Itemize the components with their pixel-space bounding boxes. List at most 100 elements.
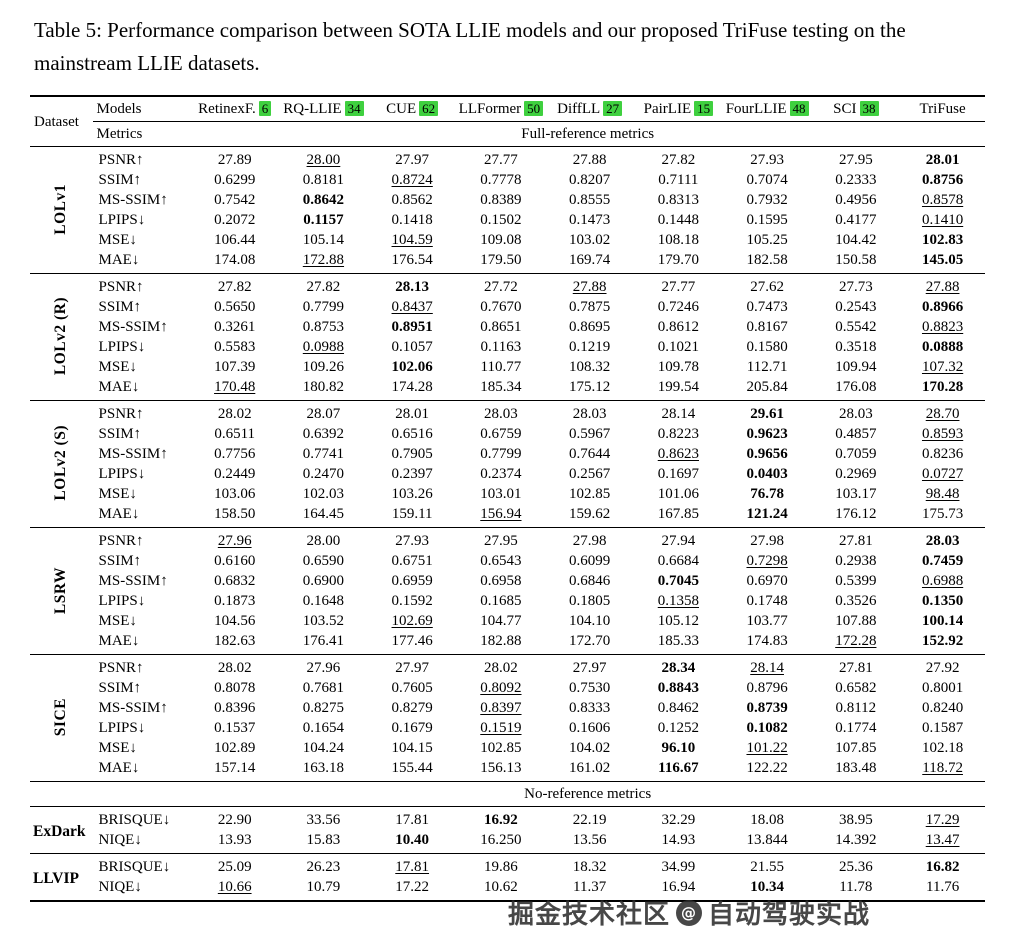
metric-value-cell: 0.7542 xyxy=(214,192,256,209)
metric-value-cell: 16.250 xyxy=(480,832,522,849)
metric-value-cell: 183.48 xyxy=(835,760,877,777)
metric-value-cell: 104.59 xyxy=(391,232,433,249)
metric-value-cell: 0.6988 xyxy=(921,573,964,590)
metric-value-cell: 179.70 xyxy=(657,252,699,269)
metric-value-cell: 0.8724 xyxy=(391,172,433,189)
metric-value-cell: 0.2470 xyxy=(302,466,345,483)
table-row: MS-SSIM↑ 0.7756 0.7741 0.7905 0.7799 0.7644 0.… xyxy=(30,444,985,464)
metric-value-cell: 0.1473 xyxy=(569,212,611,229)
models-row-header: Models xyxy=(92,96,191,123)
metric-value-cell: 0.1580 xyxy=(746,339,788,356)
metric-value-cell: 0.7530 xyxy=(569,680,611,697)
metric-value-cell: 103.01 xyxy=(480,486,522,503)
metric-value-cell: 0.0727 xyxy=(921,466,964,483)
metric-value-cell: 33.56 xyxy=(306,812,341,829)
metric-value-cell: 0.1163 xyxy=(480,339,522,356)
citation-badge[interactable]: 48 xyxy=(789,101,809,117)
model-name: CUE xyxy=(386,101,417,118)
metric-value-cell: 0.6582 xyxy=(835,680,877,697)
metric-value-cell: 0.7644 xyxy=(569,446,611,463)
metric-value-cell: 27.72 xyxy=(484,279,518,296)
metric-value-cell: 16.92 xyxy=(484,812,518,829)
metric-value-cell: 103.06 xyxy=(214,486,256,503)
metric-label: MAE↓ xyxy=(98,506,140,523)
citation-badge[interactable]: 6 xyxy=(258,101,272,117)
metric-value-cell: 0.7473 xyxy=(746,299,788,316)
metric-value-cell: 0.1587 xyxy=(921,720,964,737)
metric-value-cell: 107.85 xyxy=(835,740,877,757)
metric-value-cell: 108.18 xyxy=(657,232,699,249)
metric-label: MSE↓ xyxy=(98,486,137,503)
metric-value-cell: 28.03 xyxy=(572,406,607,423)
metric-value-cell: 104.56 xyxy=(214,613,256,630)
metric-label: PSNR↑ xyxy=(98,660,144,677)
metric-value-cell: 0.1410 xyxy=(921,212,964,229)
citation-badge[interactable]: 15 xyxy=(694,101,714,117)
metric-value-cell: 161.02 xyxy=(569,760,611,777)
table-row: MAE↓ 158.50 164.45 159.11 156.94 159.62 167.85… xyxy=(30,504,985,528)
metric-value-cell: 28.00 xyxy=(306,533,341,550)
citation-badge[interactable]: 50 xyxy=(524,101,544,117)
metric-value-cell: 106.44 xyxy=(214,232,256,249)
metric-value-cell: 0.7045 xyxy=(657,573,699,590)
metric-value-cell: 0.8207 xyxy=(569,172,611,189)
metric-value-cell: 0.6751 xyxy=(391,553,433,570)
metric-value-cell: 104.15 xyxy=(391,740,433,757)
metric-value-cell: 0.4956 xyxy=(835,192,877,209)
metric-value-cell: 163.18 xyxy=(302,760,345,777)
metric-value-cell: 17.29 xyxy=(925,812,960,829)
metric-value-cell: 27.98 xyxy=(572,533,607,550)
dataset-label: ExDark xyxy=(33,822,86,840)
metric-label: LPIPS↓ xyxy=(98,466,146,483)
metric-value-cell: 0.1021 xyxy=(657,339,699,356)
metric-label: SSIM↑ xyxy=(98,299,142,316)
metric-value-cell: 11.37 xyxy=(573,879,607,896)
table-row: MAE↓ 182.63 176.41 177.46 182.88 172.70 185.33… xyxy=(30,631,985,655)
metric-value-cell: 0.8593 xyxy=(921,426,964,443)
table-row: MSE↓ 103.06 102.03 103.26 103.01 102.85 101.06… xyxy=(30,484,985,504)
metric-value-cell: 0.2969 xyxy=(835,466,877,483)
metric-value-cell: 205.84 xyxy=(746,379,788,396)
metric-value-cell: 27.88 xyxy=(925,279,960,296)
section-label-full-reference: Full-reference metrics xyxy=(190,121,985,148)
metric-value-cell: 0.7246 xyxy=(657,299,699,316)
metric-value-cell: 27.73 xyxy=(838,279,873,296)
metric-value-cell: 109.94 xyxy=(835,359,877,376)
table-row: MSE↓ 104.56 103.52 102.69 104.77 104.10 105.12… xyxy=(30,611,985,631)
model-header-cell: SCI 38 xyxy=(811,96,901,123)
table-row: MS-SSIM↑ 0.8396 0.8275 0.8279 0.8397 0.8333 0.… xyxy=(30,698,985,718)
citation-badge[interactable]: 27 xyxy=(603,101,623,117)
model-name: SCI xyxy=(833,101,857,118)
metric-value-cell: 0.2333 xyxy=(835,172,877,189)
metric-value-cell: 18.08 xyxy=(750,812,784,829)
metric-value-cell: 27.93 xyxy=(395,533,430,550)
citation-badge[interactable]: 34 xyxy=(344,101,364,117)
metric-value-cell: 0.5967 xyxy=(569,426,611,443)
metric-value-cell: 0.8396 xyxy=(214,700,256,717)
metric-value-cell: 101.22 xyxy=(746,740,788,757)
metric-value-cell: 0.7778 xyxy=(480,172,522,189)
metric-value-cell: 102.18 xyxy=(921,740,964,757)
metric-value-cell: 116.67 xyxy=(658,760,699,777)
table-row: LPIPS↓ 0.5583 0.0988 0.1057 0.1163 0.1219 0.10… xyxy=(30,337,985,357)
metric-value-cell: 0.2449 xyxy=(214,466,256,483)
metric-value-cell: 16.82 xyxy=(925,859,960,876)
metric-value-cell: 0.8236 xyxy=(921,446,964,463)
metric-label: MS-SSIM↑ xyxy=(98,446,168,463)
metric-value-cell: 112.71 xyxy=(746,359,788,376)
table-row: LPIPS↓ 0.2449 0.2470 0.2397 0.2374 0.2567 0.16… xyxy=(30,464,985,484)
metric-value-cell: 0.8623 xyxy=(657,446,699,463)
metric-label: MS-SSIM↑ xyxy=(98,573,168,590)
dataset-label: LOLv2 (S) xyxy=(52,425,70,501)
citation-badge[interactable]: 62 xyxy=(419,101,439,117)
metric-value-cell: 164.45 xyxy=(302,506,345,523)
citation-badge[interactable]: 38 xyxy=(859,101,879,117)
metric-value-cell: 0.6900 xyxy=(302,573,345,590)
metric-value-cell: 0.1358 xyxy=(657,593,699,610)
metric-label: NIQE↓ xyxy=(98,879,142,896)
metric-value-cell: 0.8739 xyxy=(746,700,788,717)
section-spacer xyxy=(30,781,191,808)
metric-value-cell: 0.1685 xyxy=(480,593,522,610)
metric-value-cell: 174.83 xyxy=(746,633,788,650)
metric-label: LPIPS↓ xyxy=(98,212,146,229)
